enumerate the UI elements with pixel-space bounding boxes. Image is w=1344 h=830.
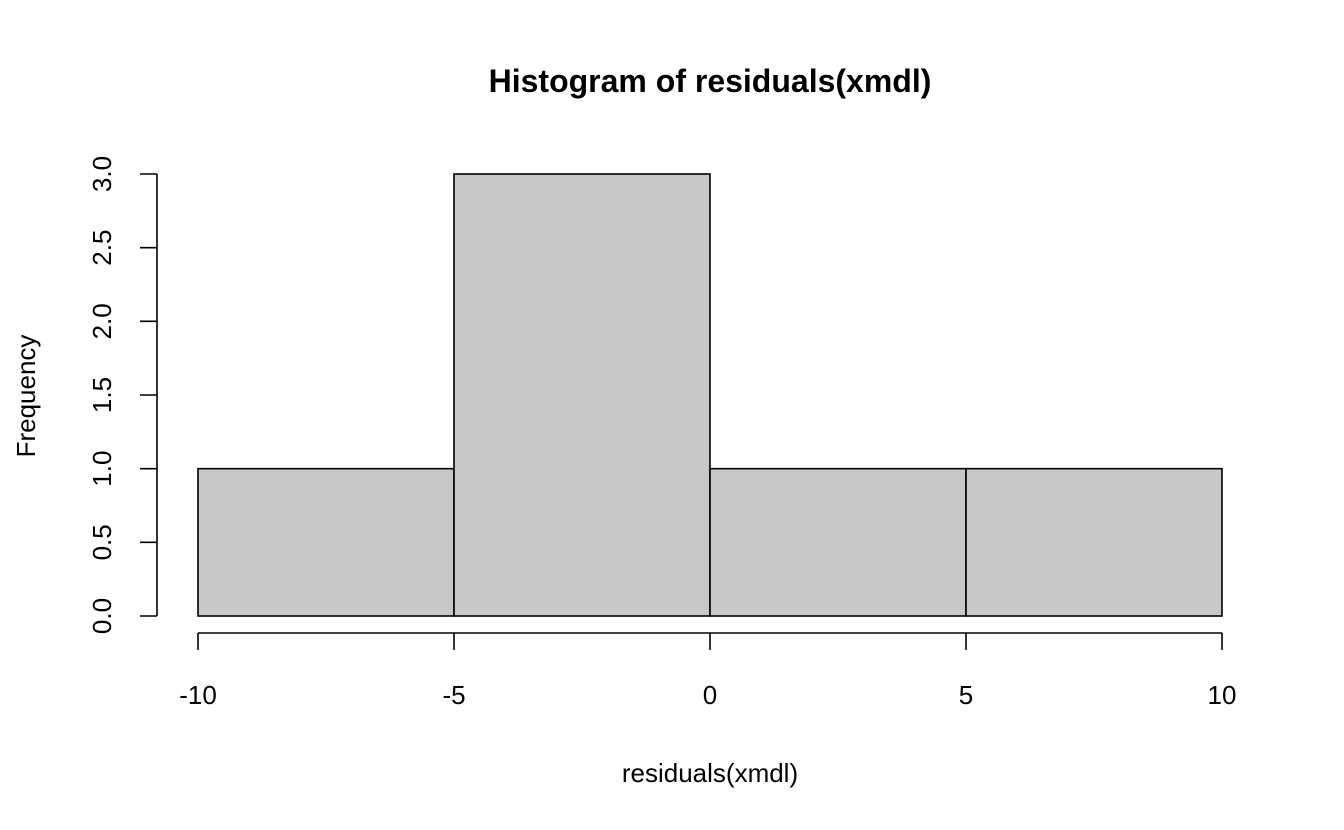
histogram-bar-1 [453,173,711,617]
histogram-bar-0 [197,467,455,617]
x-tick-label: 10 [1208,680,1237,710]
chart-title: Histogram of residuals(xmdl) [489,63,932,99]
bars-group [197,173,1223,617]
x-tick-label: 0 [703,680,717,710]
y-tick-label: 2.5 [87,230,117,266]
x-axis: -10 -5 0 5 10 [179,632,1237,710]
y-tick-label: 3.0 [87,156,117,192]
x-tick-label: -5 [442,680,465,710]
y-tick-label: 1.0 [87,451,117,487]
x-tick-label: 5 [959,680,973,710]
y-tick-label: 0.0 [87,598,117,634]
x-tick-label: -10 [179,680,217,710]
y-axis-label: Frequency [11,335,41,458]
x-axis-label: residuals(xmdl) [622,758,798,788]
histogram-bar-3 [965,467,1223,617]
y-axis: 0.0 0.5 1.0 1.5 2.0 2.5 3.0 [87,156,158,634]
y-tick-label: 1.5 [87,377,117,413]
y-tick-label: 0.5 [87,524,117,560]
y-tick-label: 2.0 [87,303,117,339]
histogram-bar-2 [709,467,967,617]
